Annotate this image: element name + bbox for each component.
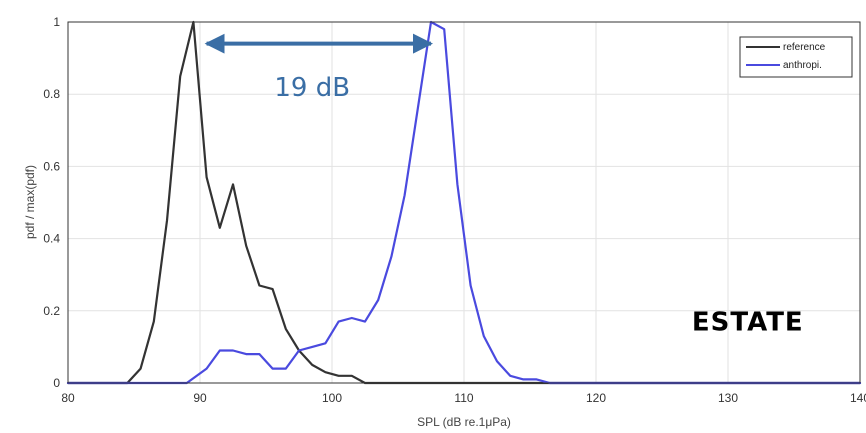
legend-box <box>739 36 853 78</box>
y-tick-label: 0.8 <box>43 87 60 101</box>
y-tick-labels: 0 0.2 0.4 0.6 0.8 1 <box>43 15 60 390</box>
y-axis-label: pdf / max(pdf) <box>23 165 37 239</box>
y-tick-label: 0.2 <box>43 304 60 318</box>
difference-annotation: 19 dB <box>274 73 350 103</box>
series-group <box>66 20 862 385</box>
x-tick-labels: 80 90 100 110 120 130 140 <box>61 391 866 405</box>
x-tick-label: 90 <box>193 391 207 405</box>
season-label: ESTATE <box>692 308 804 338</box>
x-tick-label: 130 <box>718 391 738 405</box>
series-line-anthropi <box>66 20 862 385</box>
x-axis-label: SPL (dB re.1μPa) <box>417 415 511 429</box>
y-tick-label: 0.4 <box>43 232 60 246</box>
x-tick-label: 100 <box>322 391 342 405</box>
y-tick-label: 1 <box>53 15 60 29</box>
x-tick-label: 140 <box>850 391 866 405</box>
x-tick-label: 110 <box>454 391 473 405</box>
y-tick-label: 0 <box>53 376 60 390</box>
series-line-reference <box>66 20 862 385</box>
legend-label-anthropi: anthropi. <box>783 60 822 71</box>
legend: reference anthropi. <box>739 36 853 78</box>
y-tick-label: 0.6 <box>43 159 60 173</box>
x-tick-label: 120 <box>586 391 606 405</box>
x-tick-label: 80 <box>61 391 75 405</box>
plot-frame <box>67 21 861 384</box>
legend-label-reference: reference <box>783 42 826 53</box>
